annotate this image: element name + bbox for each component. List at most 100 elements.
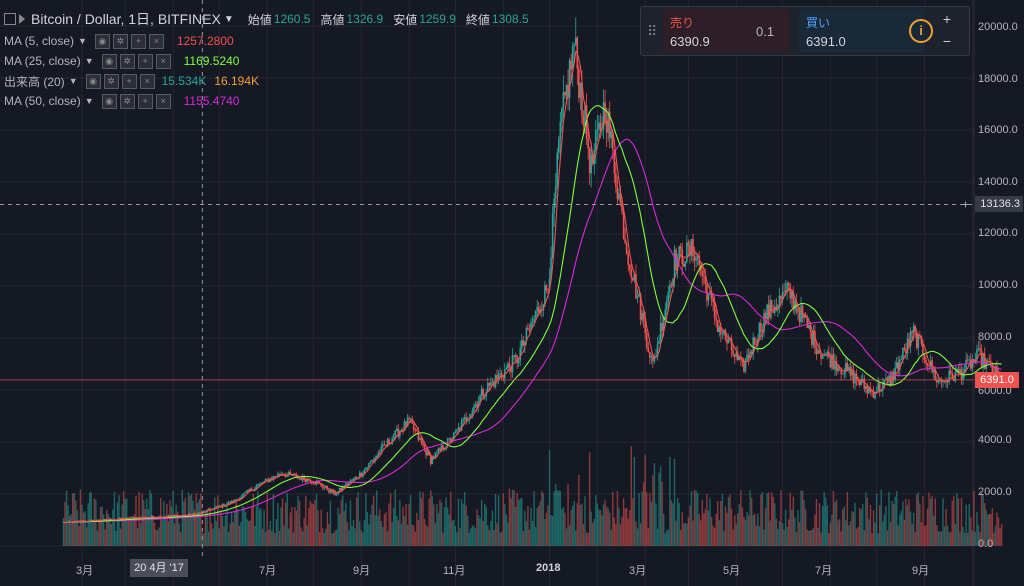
candle-body [638,294,640,297]
eye-icon[interactable]: ◉ [85,73,101,89]
candle-body [787,283,790,286]
info-icon[interactable]: i [909,19,933,43]
volume-bar [710,517,713,546]
volume-bar [402,507,404,546]
volume-bar [488,530,491,546]
volume-bar [129,518,131,546]
buy-button[interactable]: 買い 6391.0 [799,9,925,52]
volume-bar [727,497,730,546]
candle-body [405,421,407,427]
volume-bar [527,506,529,546]
candle-body [528,329,531,331]
volume-bar [533,491,535,546]
indicator-dropdown-icon[interactable]: ▼ [84,96,94,106]
volume-bar [289,512,292,546]
candle-body [658,341,660,345]
volume-bar [571,505,574,546]
candle-body [709,291,711,294]
candle-body [119,517,122,520]
buy-sell-panel: ⠿ 売り 6390.9 0.1 買い 6391.0 i + − [640,6,970,56]
eye-icon[interactable]: ◉ [101,93,117,109]
candle-body [229,502,231,504]
candle-body [679,246,682,249]
candle-body [582,116,585,126]
close-icon[interactable]: × [155,53,171,69]
indicator-label[interactable]: MA (5, close) [4,34,75,48]
indicator-dropdown-icon[interactable]: ▼ [78,36,87,46]
gear-icon[interactable]: ✲ [119,53,135,69]
candle-body [792,291,795,310]
candle-body [868,388,870,394]
indicator-row-ma25[interactable]: MA (25, close) ▼ ◉ ✲ + × 1169.5240 [0,51,239,71]
indicator-dropdown-icon[interactable]: ▼ [68,76,78,86]
candle-body [443,448,446,450]
volume-bar [903,519,906,546]
volume-bar [698,514,700,546]
order-size[interactable]: 0.1 [756,24,775,39]
indicator-row-ma5[interactable]: MA (5, close) ▼ ◉ ✲ + × 1257.2800 [0,31,234,51]
candle-body [840,368,842,374]
volume-bar [453,519,455,546]
close-icon[interactable]: × [139,73,155,89]
symbol-title[interactable]: Bitcoin / Dollar, 1日, BITFINEX [31,11,221,27]
candle-body [641,313,643,320]
candle-body [545,285,548,290]
candle-body [803,315,805,318]
plus-icon[interactable]: + [137,93,153,109]
eye-icon[interactable]: ◉ [94,33,110,49]
indicator-value: 1155.4740 [183,94,240,108]
volume-bar [392,508,395,546]
volume-bar [778,521,781,546]
candle-body [627,253,630,265]
volume-bar [425,524,427,546]
gear-icon[interactable]: ✲ [119,93,135,109]
candle-body [474,404,477,407]
candle-body [831,354,833,368]
volume-bar [328,524,330,546]
eye-icon[interactable]: ◉ [101,53,117,69]
volume-bar [255,506,258,546]
volume-bar [828,533,830,546]
plus-icon[interactable]: + [137,53,153,69]
sell-button[interactable]: 売り 6390.9 [663,9,789,52]
candle-body [335,493,338,496]
candle-body [252,490,255,492]
last-price-label: 6391.0 [975,371,1019,388]
drag-handle-icon[interactable]: ⠿ [647,23,658,39]
volume-bar [892,504,895,546]
plus-button[interactable]: + [942,11,952,27]
indicator-row-volume[interactable]: 出来高 (20) ▼ ◉ ✲ + × 15.534K 16.194K [0,71,259,91]
candle-body [696,255,699,259]
volume-bar [906,505,909,546]
candle-body [897,362,900,371]
indicator-label[interactable]: 出来高 (20) [4,74,65,89]
candle-body [561,107,563,122]
volume-bar [687,517,690,546]
volume-bar [146,498,148,546]
crosshair-price-label: 13136.3 [975,196,1023,213]
candle-body [738,356,741,360]
close-icon[interactable]: × [155,93,171,109]
volume-bar [757,513,759,546]
plus-icon[interactable]: + [130,33,146,49]
candle-body [886,377,889,380]
candle-body [207,508,210,510]
indicator-dropdown-icon[interactable]: ▼ [84,56,94,66]
volume-bar [823,492,825,546]
plus-icon[interactable]: + [121,73,137,89]
indicator-label[interactable]: MA (50, close) [4,94,81,108]
close-icon[interactable]: × [148,33,164,49]
volume-bar [264,531,267,546]
indicator-row-ma50[interactable]: MA (50, close) ▼ ◉ ✲ + × 1155.4740 [0,91,239,111]
gear-icon[interactable]: ✲ [112,33,128,49]
volume-bar [391,522,393,546]
volume-bar [666,529,668,546]
indicator-label[interactable]: MA (25, close) [4,54,81,68]
collapse-icon[interactable] [4,13,16,25]
candle-body [625,242,628,254]
symbol-dropdown-icon[interactable]: ▼ [223,13,234,25]
flag-icon[interactable] [19,14,25,24]
gear-icon[interactable]: ✲ [103,73,119,89]
minus-button[interactable]: − [942,33,952,49]
